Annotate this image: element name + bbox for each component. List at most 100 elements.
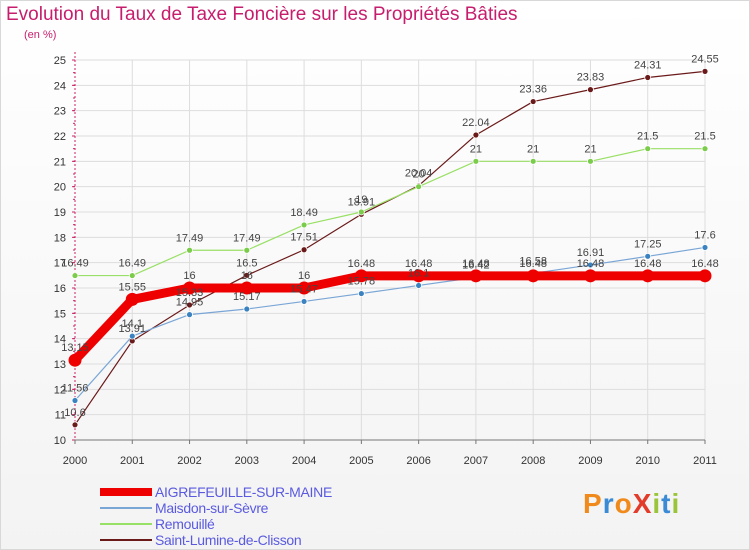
y-tick-label: 22	[54, 131, 66, 143]
logo-letter: o	[614, 488, 633, 519]
data-point	[644, 145, 652, 153]
data-point	[300, 298, 308, 305]
y-tick-label: 16	[54, 283, 66, 295]
data-point	[297, 281, 311, 295]
data-point	[415, 282, 423, 289]
data-label: 11.56	[62, 382, 89, 394]
data-label: 16	[183, 270, 195, 282]
data-point	[183, 281, 197, 295]
y-tick-label: 23	[54, 106, 66, 118]
data-point	[243, 305, 251, 313]
logo-letter: P	[583, 488, 603, 519]
data-point	[644, 252, 652, 260]
data-label: 16.42	[462, 259, 490, 271]
y-tick-label: 13	[54, 359, 66, 371]
data-point	[357, 290, 365, 297]
y-tick-label: 19	[54, 207, 66, 219]
data-label: 23.36	[519, 84, 547, 96]
y-tick-label: 20	[54, 182, 66, 194]
y-tick-label: 15	[54, 308, 66, 320]
x-tick-label: 2008	[521, 455, 545, 467]
data-label: 20.04	[405, 168, 433, 180]
data-label: 21.5	[694, 131, 715, 143]
data-point	[701, 68, 709, 75]
data-point	[698, 269, 712, 283]
x-tick-label: 2002	[177, 455, 201, 467]
data-point	[71, 421, 79, 429]
chart-unit-label: (en %)	[24, 29, 57, 41]
logo-letter: i	[671, 488, 681, 519]
data-point	[472, 131, 480, 139]
data-label: 17.25	[634, 238, 662, 250]
data-label: 20	[413, 169, 425, 181]
data-label: 16.49	[61, 258, 89, 270]
data-point	[186, 301, 193, 309]
y-tick-label: 17	[54, 258, 66, 270]
x-tick-label: 2004	[292, 455, 316, 467]
logo-letter: r	[602, 488, 615, 519]
data-point	[128, 332, 136, 340]
data-label: 17.49	[176, 232, 204, 244]
data-point	[529, 98, 537, 105]
grid-lines	[75, 59, 706, 440]
data-point	[354, 269, 368, 283]
x-tick-label: 2010	[635, 455, 659, 467]
data-label: 13.15	[61, 342, 89, 354]
data-label: 16.58	[519, 255, 547, 267]
data-point	[71, 272, 79, 279]
data-point	[243, 246, 251, 254]
x-tick-label: 2005	[349, 455, 373, 467]
data-point	[526, 269, 540, 283]
y-tick-label: 11	[55, 410, 66, 422]
data-label: 16.48	[462, 258, 490, 270]
data-point	[240, 281, 254, 295]
data-label: 16.1	[408, 267, 429, 279]
data-label: 22.04	[462, 117, 490, 129]
data-label: 16.48	[577, 258, 605, 270]
data-point	[587, 261, 594, 269]
data-point	[125, 292, 139, 306]
data-label: 17.51	[290, 232, 318, 244]
data-label: 16.48	[405, 258, 433, 270]
data-label: 21	[584, 143, 596, 155]
data-label: 18.49	[290, 207, 318, 219]
data-point	[128, 272, 136, 279]
data-label: 24.55	[691, 53, 719, 65]
data-label: 16.91	[577, 247, 605, 259]
data-label: 16.48	[519, 258, 547, 270]
series-line-saint-lumine-de-clisson	[74, 70, 706, 426]
data-point	[412, 269, 426, 283]
data-label: 14.95	[176, 297, 204, 309]
y-tick-label: 24	[54, 80, 66, 92]
data-point	[587, 157, 594, 165]
data-point	[186, 311, 193, 319]
data-point	[300, 221, 308, 229]
data-label: 15.17	[233, 291, 261, 303]
data-point	[243, 271, 251, 279]
x-tick-label: 2000	[63, 455, 87, 467]
logo-letter: i	[652, 488, 662, 519]
data-point	[701, 145, 709, 153]
logo-letter: t	[661, 488, 672, 519]
y-tick-label: 10	[54, 435, 66, 447]
data-label: 17.49	[233, 232, 261, 244]
y-tick-label: 14	[54, 334, 66, 346]
data-point	[300, 246, 308, 254]
data-label: 24.31	[634, 59, 662, 71]
chart-title: Evolution du Taux de Taxe Foncière sur l…	[6, 4, 518, 25]
data-label: 21	[470, 143, 482, 155]
data-label: 14.1	[122, 318, 143, 330]
data-label: 23.83	[577, 72, 605, 84]
legend-swatch	[100, 507, 152, 509]
data-label: 18.91	[348, 196, 376, 208]
data-label: 21	[527, 143, 539, 155]
legend-label: Saint-Lumine-de-Clisson	[155, 532, 302, 548]
legend-swatch	[100, 523, 152, 525]
logo-letter: X	[632, 488, 653, 519]
data-label: 15.47	[290, 283, 318, 295]
x-tick-label: 2011	[693, 455, 717, 467]
series-line-remouill-	[74, 148, 706, 277]
data-label: 15.55	[119, 281, 147, 293]
data-label: 16.48	[691, 258, 719, 270]
